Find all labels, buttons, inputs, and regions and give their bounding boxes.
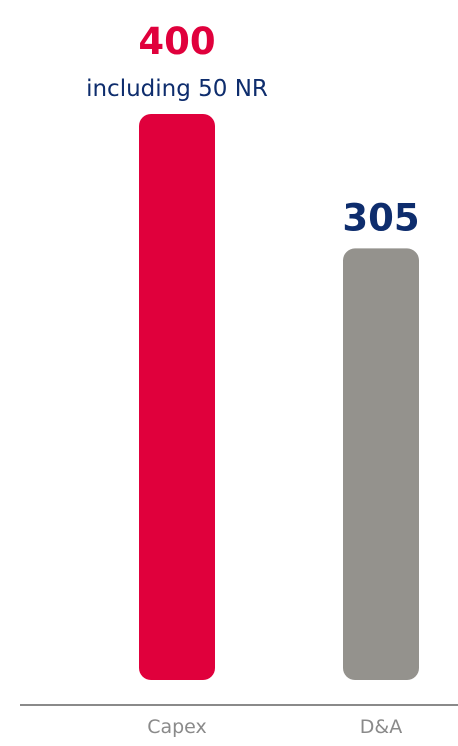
annotation-label: including 50 NR	[86, 76, 268, 102]
bar-d-a	[343, 248, 419, 681]
bar-capex	[139, 114, 215, 680]
bars-group	[139, 114, 419, 681]
value-label: 305	[342, 196, 419, 239]
x-tick-label: D&A	[360, 716, 402, 738]
labels-group: including 50 NR 400 Capex 305 D&A	[86, 20, 420, 738]
x-tick-label: Capex	[147, 716, 207, 738]
value-label: 400	[138, 20, 215, 63]
